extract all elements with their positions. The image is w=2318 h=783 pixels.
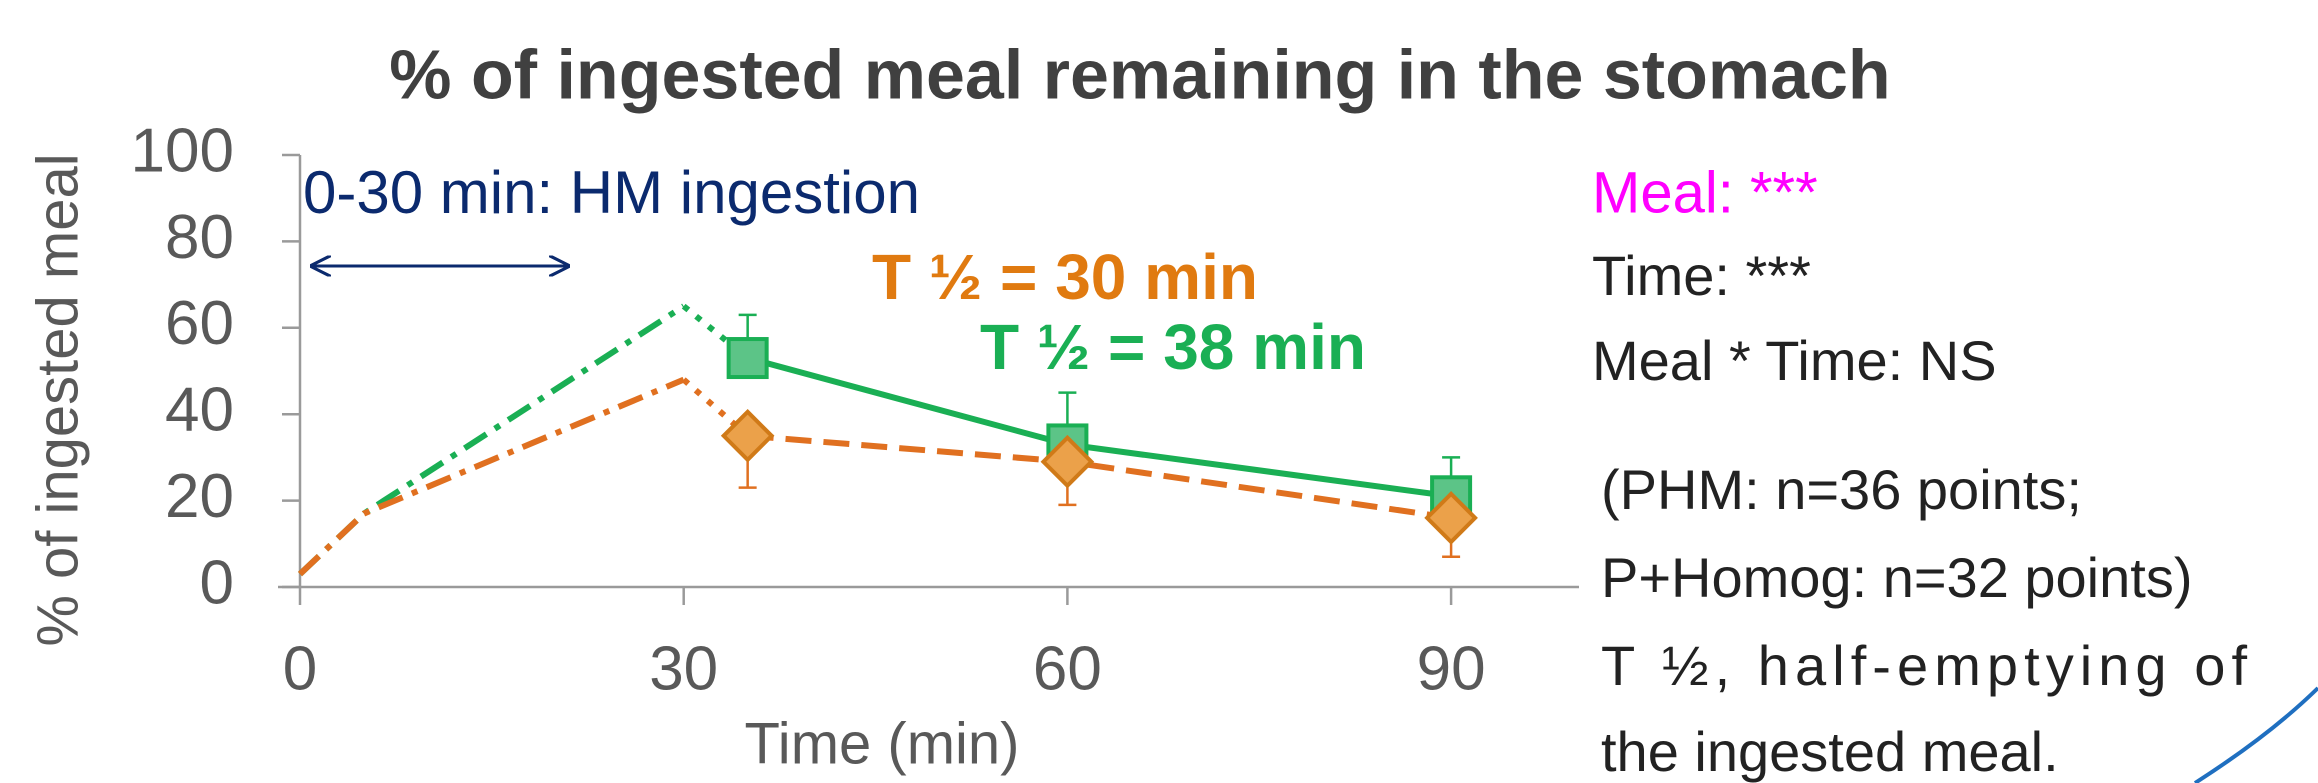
y-tick-label: 20 <box>165 462 234 531</box>
marker <box>1040 434 1095 489</box>
stat-label: Time: *** <box>1592 244 1811 307</box>
note: the ingested meal. <box>1601 720 2059 783</box>
x-tick-label: 0 <box>283 634 317 703</box>
marker <box>720 408 775 463</box>
x-tick-label: 90 <box>1417 634 1486 703</box>
y-axis-label: % of ingested meal <box>25 153 90 646</box>
x-tick-label: 30 <box>649 634 718 703</box>
ingestion-line <box>297 376 685 577</box>
annotation: 0-30 min: HM ingestion <box>303 159 920 226</box>
y-tick-label: 40 <box>165 376 234 445</box>
note: (PHM: n=36 points; <box>1601 458 2082 521</box>
chart-title: % of ingested meal remaining in the stom… <box>389 35 1890 113</box>
x-tick-label: 60 <box>1033 634 1102 703</box>
y-tick-label: 60 <box>165 289 234 358</box>
ingestion-line <box>297 303 686 577</box>
marker <box>726 337 769 380</box>
note: P+Homog: n=32 points) <box>1601 546 2192 609</box>
y-tick-label: 80 <box>165 203 234 272</box>
annotation: T ½ = 30 min <box>872 241 1258 313</box>
y-tick-label: 0 <box>200 548 234 617</box>
annotation: T ½ = 38 min <box>980 311 1366 383</box>
note: T ½, half-emptying of <box>1601 634 2247 697</box>
decoration <box>2193 686 2318 783</box>
stat-label: Meal * Time: NS <box>1592 329 1997 392</box>
stat-label: Meal: *** <box>1592 160 1818 225</box>
x-axis-label: Time (min) <box>745 711 1020 776</box>
marker <box>1424 491 1478 545</box>
y-tick-label: 100 <box>131 116 234 185</box>
